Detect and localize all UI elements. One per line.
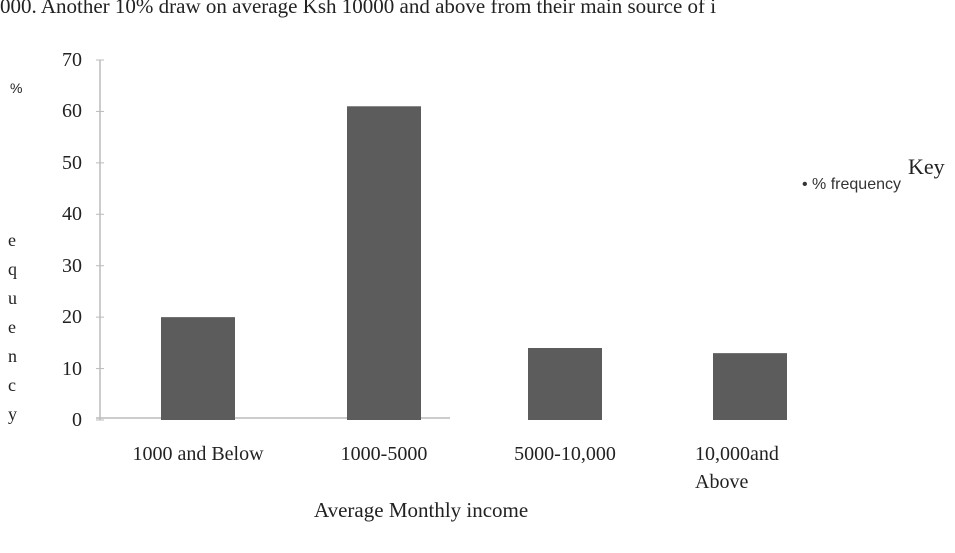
y-label-top: % bbox=[10, 80, 23, 96]
y-tick-label: 40 bbox=[62, 203, 82, 226]
y-tick-label: 60 bbox=[62, 100, 82, 123]
bar bbox=[347, 106, 421, 421]
legend-label: % frequency bbox=[812, 176, 901, 193]
legend-title: Key bbox=[908, 154, 945, 179]
x-tick-label: 5000-10,000 bbox=[514, 443, 616, 465]
y-tick-label: 70 bbox=[62, 49, 82, 71]
header-text: 000. Another 10% draw on average Ksh 100… bbox=[0, 0, 717, 18]
x-tick-label: 10,000and Above bbox=[695, 443, 779, 493]
y-tick-label: 50 bbox=[62, 151, 82, 174]
x-tick-label: 1000 and Below bbox=[132, 443, 264, 465]
bar bbox=[528, 348, 602, 420]
y-tick-label: 10 bbox=[62, 357, 82, 380]
y-tick-label: 0 bbox=[72, 409, 82, 431]
y-tick-label: 20 bbox=[62, 306, 82, 329]
y-tick-label: 30 bbox=[62, 254, 82, 277]
x-tick-label: 1000-5000 bbox=[340, 443, 428, 465]
bar bbox=[161, 317, 235, 420]
legend-item: • % frequency bbox=[802, 176, 901, 194]
y-label: equency bbox=[8, 230, 17, 424]
legend-bullet: • bbox=[802, 176, 813, 193]
bar bbox=[713, 353, 787, 420]
x-label: Average Monthly income bbox=[314, 498, 529, 522]
